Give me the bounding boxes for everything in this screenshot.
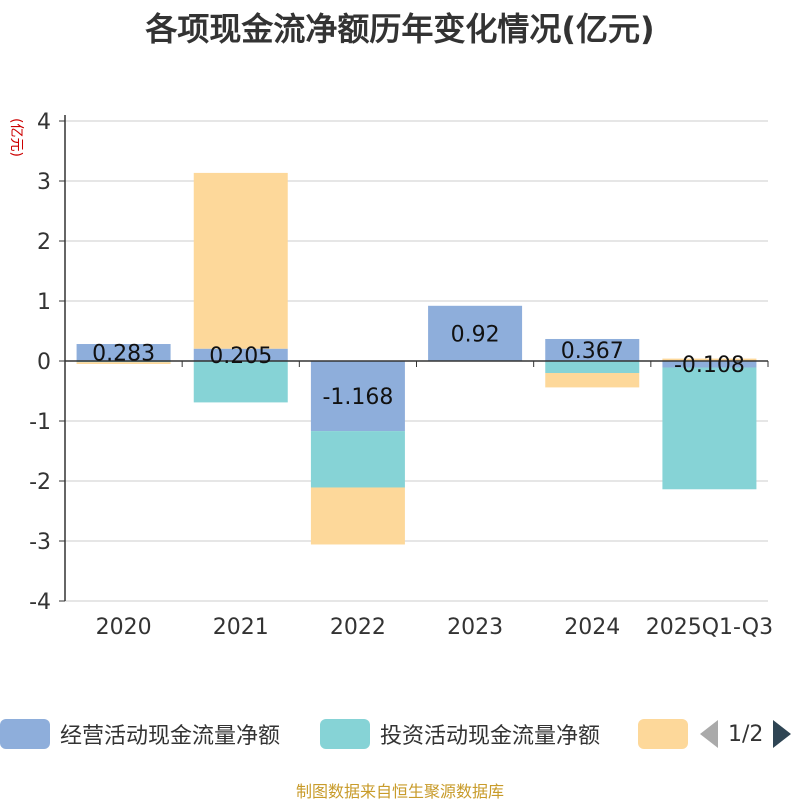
bar-series1-2024 (545, 361, 640, 373)
legend-pager: 1/2 (700, 716, 792, 752)
bar-series0-2022 (310, 361, 405, 432)
bar-series1-2022 (310, 431, 405, 488)
legend-item-financing[interactable] (638, 716, 698, 752)
x-tick-label-2021: 2021 (213, 615, 269, 640)
x-tick-label-2024: 2024 (564, 615, 620, 640)
legend-swatch-investing (320, 719, 370, 749)
source-footer: 制图数据来自恒生聚源数据库 (295, 782, 504, 801)
data-label-2024: 0.367 (561, 339, 624, 364)
y-tick-label--4: -4 (29, 590, 51, 615)
bar-series2-2021 (193, 172, 288, 349)
legend-item-operating[interactable]: 经营活动现金流量净额 (0, 716, 280, 752)
legend-next-icon[interactable] (773, 720, 792, 748)
bar-series1-2021 (193, 361, 288, 403)
bar-series2-2022 (310, 487, 405, 545)
legend-label-investing: 投资活动现金流量净额 (380, 724, 601, 749)
bar-series0-2021 (193, 348, 288, 361)
legend: 经营活动现金流量净额 投资活动现金流量净额 1/2 (0, 716, 800, 756)
bar-series0-2025Q1-Q3 (662, 361, 757, 368)
y-tick-label-1: 1 (37, 290, 51, 315)
data-label-2021: 0.205 (209, 344, 272, 369)
chart-plot: (亿元) 4 3 2 1 0 -1 -2 -3 -4 2020 2021 2022 2023 2024 202… (8, 110, 773, 640)
chart-title: 各项现金流净额历年变化情况(亿元) (145, 10, 655, 48)
y-tick-label-3: 3 (37, 170, 51, 195)
data-label-2023: 0.92 (451, 322, 500, 347)
y-tick-label-2: 2 (37, 230, 51, 255)
bar-series0-2024 (545, 338, 640, 361)
x-tick-label-2023: 2023 (447, 615, 503, 640)
y-axis-unit-label: (亿元) (8, 118, 24, 157)
data-label-2022: -1.168 (322, 385, 393, 410)
x-tick-label-2022: 2022 (330, 615, 386, 640)
y-tick-label--3: -3 (29, 530, 51, 555)
y-tick-label--2: -2 (29, 470, 51, 495)
bar-series1-2025Q1-Q3 (662, 367, 757, 490)
legend-swatch-financing (638, 719, 688, 749)
y-tick-label-0: 0 (37, 350, 51, 375)
legend-label-operating: 经营活动现金流量净额 (60, 724, 281, 749)
y-tick-label--1: -1 (29, 410, 51, 435)
x-tick-label-2025Q1-Q3: 2025Q1-Q3 (646, 615, 773, 640)
bar-series2-2025Q1-Q3 (662, 358, 757, 361)
x-tick-label-2020: 2020 (96, 615, 152, 640)
data-label-2025Q1-Q3: -0.108 (674, 353, 745, 378)
legend-item-investing[interactable]: 投资活动现金流量净额 (320, 716, 600, 752)
bar-series0-2023 (428, 305, 523, 361)
bar-series2-2024 (545, 373, 640, 388)
legend-prev-icon[interactable] (700, 720, 718, 748)
data-label-2020: 0.283 (92, 342, 155, 367)
legend-swatch-operating (0, 719, 50, 749)
y-tick-label-4: 4 (37, 110, 51, 135)
legend-page-indicator: 1/2 (728, 721, 764, 747)
bar-series0-2020 (76, 344, 171, 361)
bar-series2-2020 (76, 362, 171, 364)
